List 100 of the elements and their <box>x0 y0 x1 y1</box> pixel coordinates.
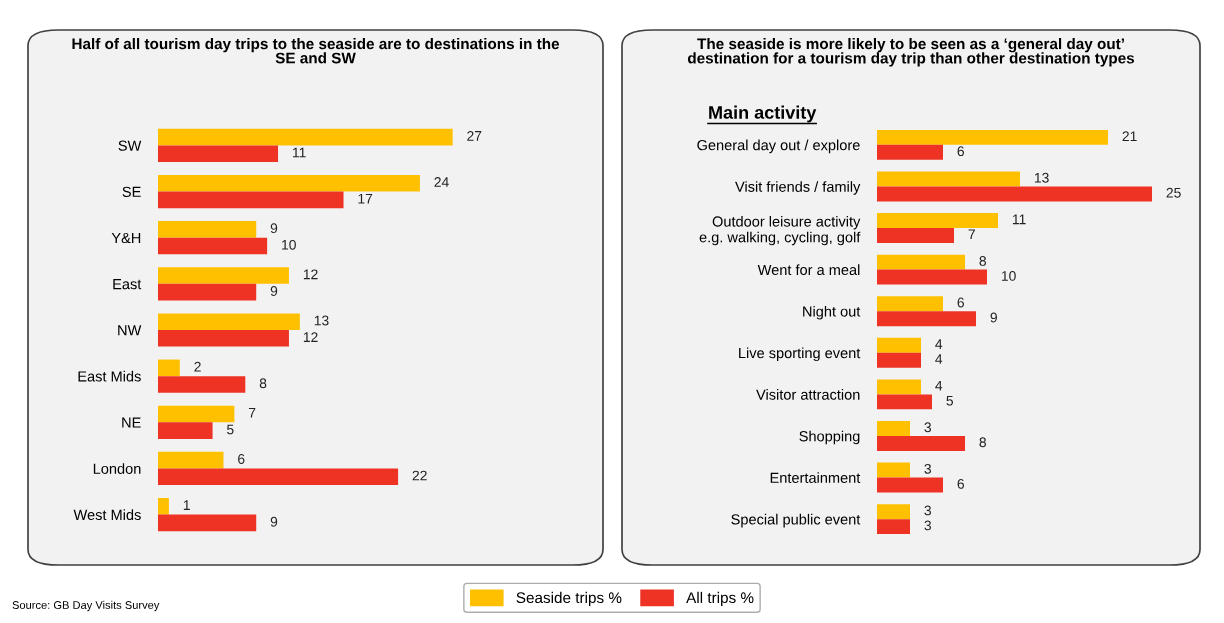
y-tick-label: Went for a meal <box>757 264 860 276</box>
bar <box>877 228 954 244</box>
data-label: 13 <box>1034 172 1049 183</box>
data-label: 6 <box>957 297 964 308</box>
data-label: 1 <box>183 500 190 510</box>
data-label: 4 <box>935 380 943 391</box>
bar <box>158 191 344 209</box>
y-tick-label: Visitor attraction <box>756 389 860 400</box>
bar <box>877 504 910 520</box>
y-tick-label: Night out <box>803 305 861 320</box>
data-label: 25 <box>1166 187 1181 198</box>
y-tick-label: East <box>113 279 142 290</box>
data-label: 24 <box>434 177 449 187</box>
bar <box>158 422 213 439</box>
bar <box>158 221 257 238</box>
data-label: 6 <box>957 146 964 157</box>
data-label: 10 <box>1001 271 1016 281</box>
bar <box>877 462 910 478</box>
y-tick-label: Entertainment <box>770 472 861 483</box>
bar <box>158 376 246 393</box>
y-tick-label: London <box>93 463 141 474</box>
bar <box>158 330 289 347</box>
data-label: 11 <box>1012 214 1026 225</box>
bar <box>877 379 921 395</box>
bar <box>158 313 300 330</box>
data-label: 12 <box>303 332 318 342</box>
bar <box>877 171 1020 187</box>
y-tick-label: Y&H <box>111 232 141 244</box>
y-tick-label: SE <box>122 186 141 197</box>
data-label: 4 <box>935 354 943 364</box>
bar <box>158 498 169 515</box>
y-tick-label: General day out / explore <box>697 139 860 154</box>
legend-label: All trips % <box>686 591 754 607</box>
bar <box>158 468 399 486</box>
data-label: 6 <box>238 454 245 464</box>
bar <box>877 477 943 493</box>
bar <box>158 267 289 284</box>
text: Main activity <box>709 105 817 123</box>
data-label: 8 <box>979 256 987 266</box>
bar <box>877 213 998 229</box>
y-tick-label: Visit friends / family <box>735 181 861 195</box>
bar <box>877 129 1108 145</box>
data-label: 7 <box>968 229 975 240</box>
data-label: 9 <box>270 286 278 296</box>
bar <box>877 352 921 368</box>
data-label: 3 <box>924 520 931 531</box>
bar <box>158 405 235 423</box>
bar <box>877 435 965 451</box>
bar <box>877 144 943 160</box>
data-label: 27 <box>467 130 482 141</box>
bar <box>158 283 257 301</box>
data-label: 9 <box>270 223 278 234</box>
data-label: 21 <box>1122 131 1137 141</box>
data-label: 6 <box>957 478 964 489</box>
data-label: 8 <box>259 378 267 389</box>
y-tick-label: Live sporting event <box>739 347 861 362</box>
y-tick-label: NW <box>118 325 142 336</box>
y-tick-label: East Mids <box>78 370 141 382</box>
data-label: 9 <box>270 516 278 527</box>
data-label: 3 <box>924 422 931 433</box>
data-label: 3 <box>924 463 931 474</box>
bar <box>158 145 279 162</box>
bar <box>877 254 965 270</box>
bar <box>158 174 420 192</box>
bar <box>158 359 180 377</box>
y-tick-label: SW <box>118 140 142 151</box>
data-label: 7 <box>248 408 256 418</box>
bar <box>877 311 976 327</box>
y-tick-label: Outdoor leisure activity e.g. walking, cycling, golf <box>699 215 861 246</box>
data-label: 22 <box>412 470 427 481</box>
bar <box>877 186 1152 202</box>
chart-title: The seaside is more likely to be seen as a ‘general day out’ destination for a tourism day trip than other destination types <box>687 38 1135 67</box>
bar <box>158 128 453 146</box>
bar <box>877 420 910 436</box>
bar <box>877 394 932 410</box>
bar <box>877 269 987 285</box>
data-label: 9 <box>990 312 997 323</box>
data-label: 4 <box>935 339 943 349</box>
data-label: 2 <box>194 361 201 372</box>
bar <box>158 514 257 532</box>
data-label: 11 <box>292 147 306 158</box>
legend-label: Seaside trips % <box>516 591 622 607</box>
chart-title: Half of all tourism day trips to the seaside are to destinations in the SE and SW <box>72 38 560 64</box>
y-tick-label: NE <box>122 417 141 428</box>
data-label: 13 <box>314 315 329 326</box>
data-label: 17 <box>358 193 373 204</box>
data-label: 8 <box>979 437 987 448</box>
bar <box>877 296 943 312</box>
bar <box>158 237 268 255</box>
y-tick-label: Shopping <box>799 430 860 445</box>
data-label: 3 <box>924 505 931 516</box>
data-label: 12 <box>303 269 318 280</box>
y-tick-label: West Mids <box>73 509 141 521</box>
bar <box>877 337 921 353</box>
data-label: 10 <box>282 239 296 250</box>
bar <box>877 519 910 535</box>
data-label: 5 <box>227 424 234 435</box>
source-note: Source: GB Day Visits Survey <box>12 600 160 612</box>
bar <box>158 451 224 469</box>
data-label: 5 <box>946 395 954 406</box>
